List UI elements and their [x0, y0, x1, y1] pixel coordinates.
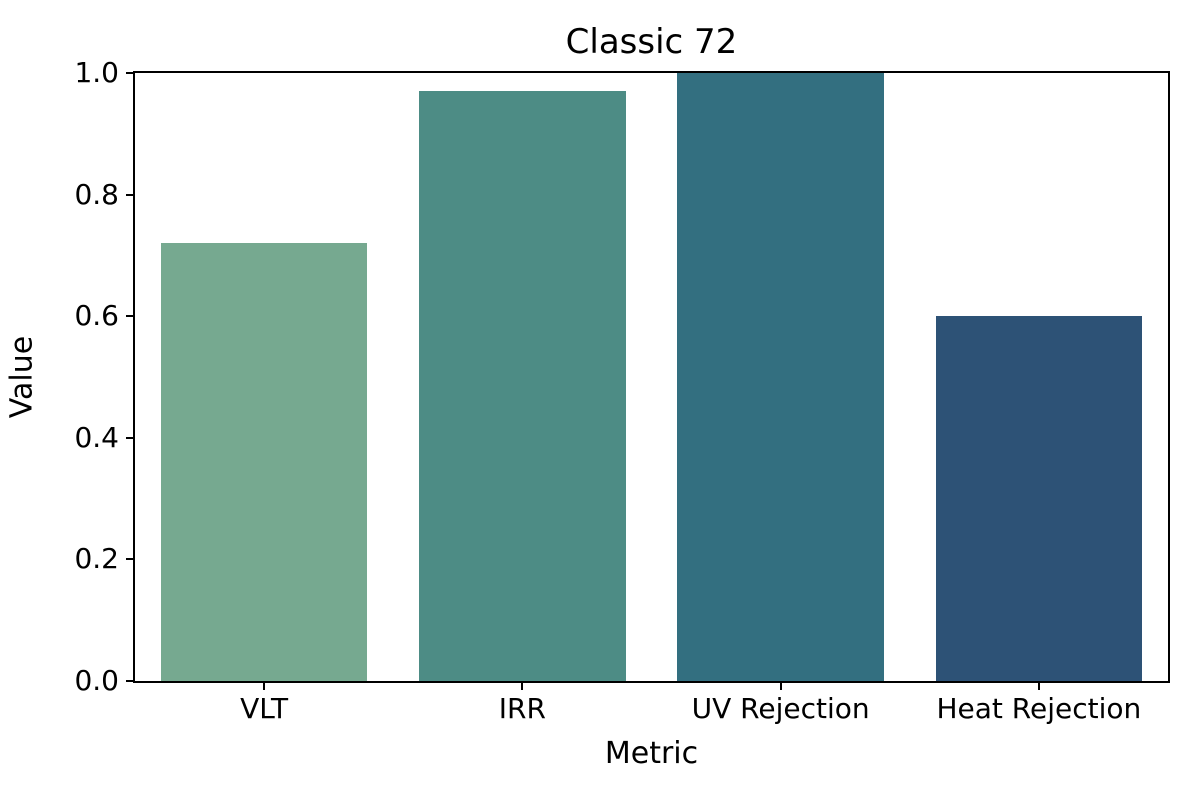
plot-area: 0.0 0.2 0.4 0.6 0.8 1.0 VLT IRR UV Rejection Heat… [74, 59, 1170, 723]
bar-vlt [160, 243, 368, 681]
y-tick-label: 0.4 [74, 420, 119, 454]
bar-irr [419, 91, 626, 681]
y-tick-label: 0.0 [74, 664, 119, 697]
x-axis-label: Metric [604, 736, 699, 771]
bar-heat-rejection [935, 316, 1143, 681]
x-tick-label-irr: IRR [498, 692, 546, 725]
y-tick-label: 1.0 [74, 56, 119, 89]
x-tick-label-uv-rejection: UV Rejection [691, 692, 870, 725]
x-tick-mark [779, 681, 782, 690]
y-tick-mark [126, 72, 135, 74]
y-tick-mark [126, 315, 135, 318]
y-axis-label: Value [4, 335, 40, 419]
y-tick-mark [126, 193, 135, 196]
y-tick-label: 0.8 [74, 177, 119, 211]
x-tick-label-heat-rejection: Heat Rejection [936, 692, 1142, 725]
x-tick-label-vlt: VLT [240, 692, 289, 725]
x-tick-mark [263, 681, 266, 690]
chart-title: Classic 72 [565, 22, 738, 62]
y-tick-label: 0.2 [74, 542, 119, 576]
y-tick-mark [126, 436, 135, 439]
bar-uv-rejection [677, 73, 884, 681]
y-tick-mark [126, 558, 135, 561]
x-tick-mark [521, 681, 524, 690]
y-tick-mark [126, 680, 135, 682]
y-tick-label: 0.6 [74, 299, 119, 333]
plot-inner: 0.0 0.2 0.4 0.6 0.8 1.0 VLT IRR UV Rejection Heat… [74, 59, 1168, 723]
x-tick-mark [1037, 681, 1040, 690]
